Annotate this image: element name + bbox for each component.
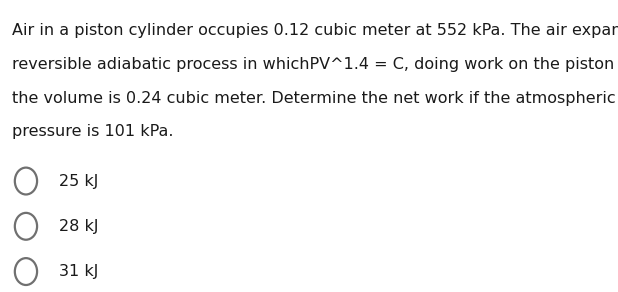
Ellipse shape: [15, 258, 37, 285]
Text: pressure is 101 kPa.: pressure is 101 kPa.: [12, 124, 174, 139]
Ellipse shape: [15, 213, 37, 240]
Text: the volume is 0.24 cubic meter. Determine the net work if the atmospheric: the volume is 0.24 cubic meter. Determin…: [12, 91, 616, 105]
Text: 31 kJ: 31 kJ: [59, 264, 98, 279]
Text: Air in a piston cylinder occupies 0.12 cubic meter at 552 kPa. The air expands i: Air in a piston cylinder occupies 0.12 c…: [12, 23, 618, 38]
Text: 25 kJ: 25 kJ: [59, 173, 98, 189]
Ellipse shape: [15, 168, 37, 194]
Text: 28 kJ: 28 kJ: [59, 219, 98, 234]
Text: reversible adiabatic process in whichPV^1.4 = C, doing work on the piston until: reversible adiabatic process in whichPV^…: [12, 57, 618, 72]
